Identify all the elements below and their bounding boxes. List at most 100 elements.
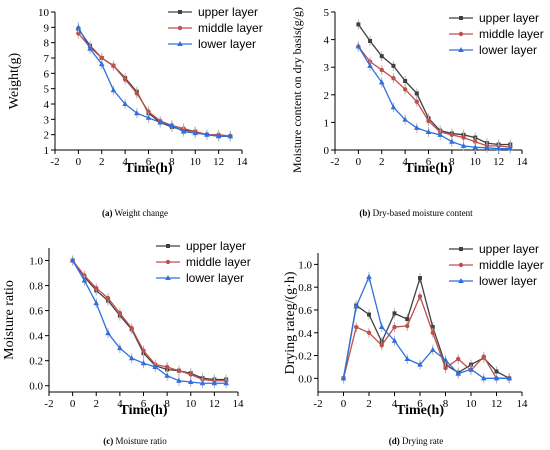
data-point-middle [414,99,420,104]
data-point-lower [460,142,467,148]
data-point-lower [425,129,432,135]
x-tick-label: 0 [341,398,347,410]
legend-marker-middle [165,259,171,265]
caption-d-tag: (d) [389,436,400,446]
y-tick-label: 4 [324,35,330,47]
data-point-lower [227,133,234,139]
caption-c: (c) Moisture ratio [103,436,167,446]
x-tick-label: -2 [330,156,339,168]
data-point-middle [129,325,134,331]
legend-marker-lower [177,41,183,46]
x-axis-label: Time(h) [396,403,444,418]
x-tick-label: 8 [443,398,449,410]
data-point-lower [391,337,398,343]
data-point-middle [430,330,435,335]
data-point-middle [405,323,410,329]
data-point-lower [93,300,100,306]
legend-label-lower: lower layer [198,37,256,51]
data-point-lower [437,131,443,137]
data-point-middle [392,324,397,330]
legend-marker-middle [458,262,464,268]
data-point-lower [81,277,88,283]
data-point-lower [176,377,182,383]
data-point-middle [426,118,431,124]
y-tick-label: 5 [324,7,330,19]
x-tick-label: 12 [213,156,224,168]
y-tick-label: 0.2 [29,356,43,368]
data-point-upper [403,79,408,83]
legend-marker-lower [458,278,464,283]
data-point-middle [76,31,81,36]
x-tick-label: 2 [379,156,385,168]
legend-label-middle: middle layer [479,27,544,41]
y-tick-label: 1 [44,145,50,157]
data-point-lower [169,122,175,128]
series-line-lower [357,46,511,150]
x-tick-label: 6 [426,156,432,168]
data-point-middle [141,348,146,353]
y-tick-label: 0.0 [298,373,312,385]
x-tick-label: 10 [190,156,202,168]
data-point-lower [480,375,487,381]
data-point-lower [378,79,385,85]
series-line-middle [357,46,511,148]
data-point-lower [507,145,514,151]
data-point-lower [455,370,462,376]
legend-label-upper: upper layer [479,11,539,25]
data-point-middle [82,273,87,278]
x-tick-label: 8 [449,156,455,168]
caption-a-tag: (a) [102,208,113,218]
legend-label-lower: lower layer [479,274,537,288]
x-tick-label: 14 [233,398,245,410]
y-tick-label: 1.0 [29,256,43,268]
y-tick-label: 0.4 [298,328,312,340]
x-tick-label: -2 [313,398,322,410]
data-point-upper [418,276,422,281]
legend-label-lower: lower layer [479,43,537,57]
data-point-lower [493,375,500,381]
x-tick-label: 4 [117,398,123,410]
y-axis-label: Drying rateg/(g·h) [283,271,298,374]
data-point-middle [99,55,104,61]
legend-marker-middle [458,31,464,37]
x-axis-label: Time(h) [125,161,173,176]
data-point-upper [430,325,435,330]
x-tick-label: 4 [392,398,398,410]
y-tick-label: 0.8 [298,282,312,294]
data-point-lower [69,257,76,263]
x-tick-label: 12 [491,398,502,410]
x-tick-label: 10 [470,156,482,168]
data-point-middle [354,324,359,330]
legend-label-upper: upper layer [198,5,258,19]
series-line-middle [342,294,510,379]
x-axis-label: Time(h) [120,403,168,418]
panel-c: -2 0 2 4 6 8 10 12 14 0.0 0.2 0.4 0.6 0.8 1.0 Time(h) Mo… [2,239,251,446]
data-point-middle [122,77,128,82]
x-tick-label: 2 [366,398,372,410]
legend-label-middle: middle layer [198,21,263,35]
x-tick-label: -2 [50,156,59,168]
data-point-middle [449,132,455,138]
legend-label-lower: lower layer [186,271,244,285]
x-tick-label: 4 [402,156,408,168]
data-point-middle [461,135,466,140]
x-tick-label: 6 [146,156,152,168]
legend-label-upper: upper layer [479,242,539,256]
data-point-lower [366,273,372,279]
data-point-lower [215,133,222,139]
y-axis-label: Moisture content on dry basis(g/g) [290,7,304,173]
data-point-lower [140,360,147,366]
data-point-upper [356,22,361,27]
data-point-lower [442,357,449,363]
series-line-lower [72,260,227,384]
data-point-middle [443,365,448,371]
data-point-middle [176,368,182,373]
data-point-lower [180,128,187,134]
data-point-lower [128,355,135,361]
data-point-upper [368,38,373,43]
y-tick-label: 0.4 [29,331,43,343]
x-tick-label: 6 [417,398,423,410]
legend-marker-upper [459,247,463,251]
x-tick-label: 8 [169,156,175,168]
